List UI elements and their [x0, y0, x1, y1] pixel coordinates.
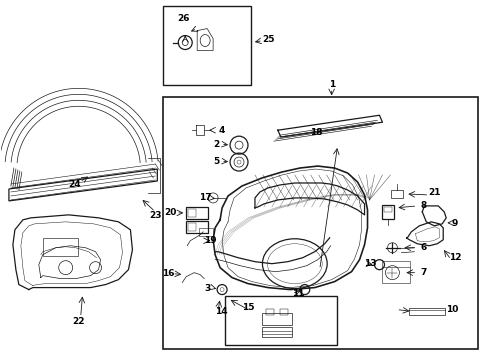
Text: 3: 3: [203, 284, 210, 293]
Bar: [42, 238, 78, 256]
Text: 24: 24: [68, 180, 81, 189]
Bar: [262, 314, 291, 325]
Bar: [186, 221, 208, 233]
Text: 16: 16: [162, 269, 174, 278]
Bar: [163, 6, 250, 85]
Text: 13: 13: [364, 259, 376, 268]
Bar: [384, 207, 392, 212]
Text: 18: 18: [310, 128, 322, 137]
Text: 21: 21: [427, 188, 440, 197]
Text: 11: 11: [291, 289, 304, 298]
Text: 12: 12: [448, 253, 461, 262]
Text: 2: 2: [213, 140, 219, 149]
Text: 25: 25: [262, 35, 275, 44]
Bar: [382, 205, 394, 219]
Text: 5: 5: [213, 157, 219, 166]
Bar: [262, 328, 291, 337]
Text: 14: 14: [214, 307, 227, 316]
Bar: [224, 296, 336, 345]
Text: 20: 20: [164, 208, 176, 217]
Bar: [199, 228, 213, 236]
Text: 1: 1: [328, 80, 334, 89]
Bar: [188, 209, 196, 217]
Bar: [265, 310, 273, 315]
Text: 19: 19: [203, 236, 216, 245]
Text: 4: 4: [219, 126, 225, 135]
Text: 22: 22: [72, 317, 85, 326]
Text: 8: 8: [419, 201, 426, 210]
Text: 9: 9: [451, 219, 457, 228]
Bar: [186, 207, 208, 219]
Text: 17: 17: [199, 193, 211, 202]
Text: 10: 10: [445, 305, 457, 314]
Text: 6: 6: [419, 243, 426, 252]
Text: 26: 26: [177, 14, 189, 23]
Bar: [188, 223, 196, 231]
Bar: [390, 190, 403, 198]
Text: 23: 23: [149, 211, 161, 220]
Bar: [408, 307, 444, 315]
Bar: [382, 261, 409, 283]
Text: 15: 15: [241, 303, 254, 312]
Bar: [163, 97, 477, 349]
Text: 7: 7: [419, 268, 426, 277]
Bar: [279, 310, 287, 315]
